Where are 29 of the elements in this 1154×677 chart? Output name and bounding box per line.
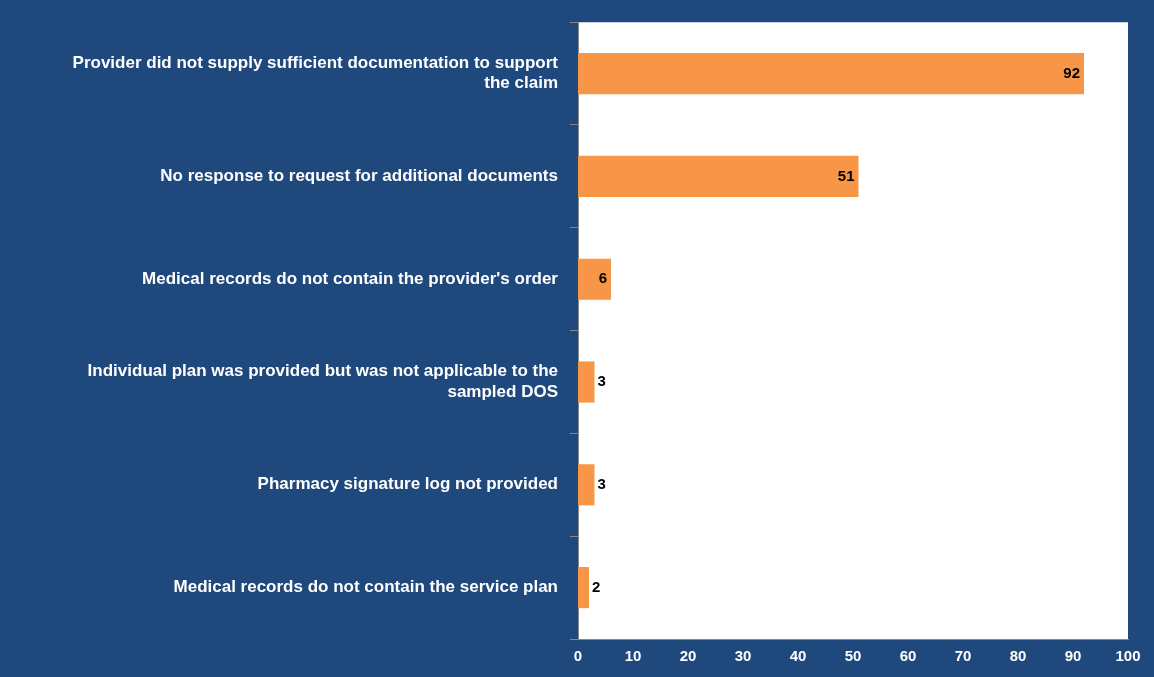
x-tick-label: 70 — [954, 647, 972, 665]
x-tick-label: 60 — [899, 647, 917, 665]
y-tick-label: Individual plan was provided but was not applicable to the sampled DOS — [87, 361, 558, 401]
y-tick-label: Pharmacy signature log not provided — [257, 474, 558, 494]
y-tick-label: Provider did not supply sufficient documentation to support the claim — [72, 53, 559, 93]
bar — [578, 361, 595, 403]
bar — [578, 258, 611, 300]
x-tick-label: 30 — [734, 647, 752, 665]
y-tick-label: Medical records do not contain the service plan — [173, 577, 558, 597]
data-label: 3 — [597, 474, 606, 492]
y-tick-label: Medical records do not contain the provider's order — [142, 268, 559, 288]
bar — [578, 464, 595, 506]
x-tick-label: 10 — [624, 647, 642, 665]
data-label: 92 — [1063, 63, 1080, 81]
bar — [578, 53, 1084, 95]
x-tick-label: 50 — [844, 647, 862, 665]
x-tick-label: 20 — [679, 647, 697, 665]
x-tick-label: 90 — [1064, 647, 1082, 665]
data-label: 51 — [837, 166, 855, 184]
bar — [578, 155, 859, 197]
data-label: 6 — [598, 269, 607, 287]
x-tick-label: 100 — [1115, 647, 1141, 665]
data-label: 3 — [597, 372, 606, 390]
y-tick-label: No response to request for additional documents — [160, 166, 558, 186]
bar — [578, 567, 589, 609]
x-tick-label: 0 — [573, 647, 583, 665]
data-label: 2 — [592, 577, 601, 595]
x-tick-label: 80 — [1009, 647, 1027, 665]
x-tick-label: 40 — [789, 647, 807, 665]
